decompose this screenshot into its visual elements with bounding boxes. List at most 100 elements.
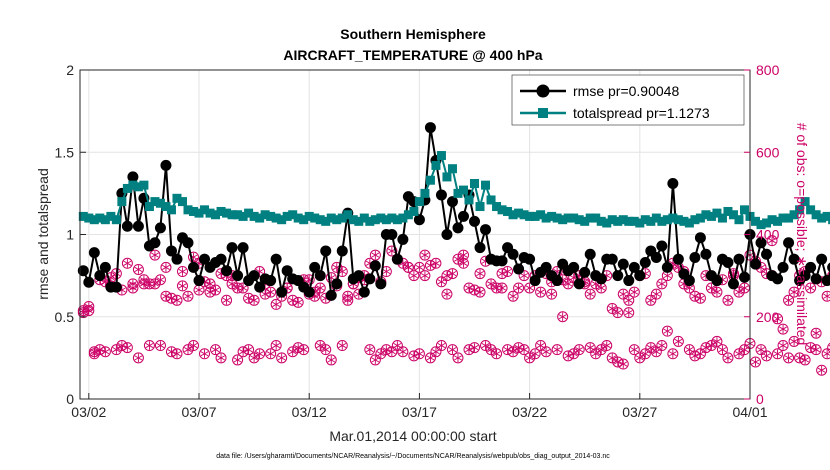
obs-assimilated-point bbox=[193, 284, 205, 296]
obs-assimilated-point bbox=[524, 352, 536, 364]
totalspread-point bbox=[431, 160, 441, 170]
totalspread-point bbox=[354, 216, 364, 226]
rmse-point bbox=[88, 247, 100, 259]
obs-possible-point bbox=[463, 282, 475, 294]
left-tick-label: 0 bbox=[66, 391, 74, 407]
totalspread-point bbox=[828, 215, 830, 225]
obs-assimilated-point bbox=[573, 344, 585, 356]
totalspread-point bbox=[629, 216, 639, 226]
obs-possible-point bbox=[738, 282, 750, 294]
totalspread-point bbox=[277, 215, 287, 225]
totalspread-point bbox=[260, 210, 270, 220]
rmse-point bbox=[595, 273, 607, 285]
obs-possible-point bbox=[694, 292, 706, 304]
obs-assimilated-point bbox=[480, 340, 492, 352]
rmse-point bbox=[276, 286, 288, 298]
x-tick-label: 03/12 bbox=[292, 404, 327, 420]
obs-assimilated-point bbox=[551, 344, 563, 356]
totalspread-point bbox=[646, 216, 656, 226]
totalspread-point bbox=[712, 208, 722, 218]
obs-assimilated-point bbox=[639, 348, 651, 360]
obs-assimilated-point bbox=[546, 288, 558, 300]
legend: rmse pr=0.90048 totalspread pr=1.1273 bbox=[511, 74, 745, 126]
chart-title: Southern Hemisphere bbox=[340, 26, 486, 42]
rmse-point bbox=[441, 229, 453, 240]
totalspread-point bbox=[315, 215, 325, 225]
totalspread-point bbox=[194, 208, 204, 218]
obs-possible-point bbox=[524, 282, 536, 294]
obs-assimilated-point bbox=[402, 261, 414, 273]
obs-assimilated-point bbox=[568, 348, 580, 360]
totalspread-point bbox=[150, 197, 160, 207]
y-axis-label-right: # of obs: o=possible; ∗=assimilated bbox=[794, 123, 810, 346]
rmse-point bbox=[314, 270, 326, 282]
obs-possible-point bbox=[722, 294, 734, 306]
totalspread-point bbox=[370, 215, 380, 225]
obs-possible-point bbox=[645, 294, 657, 306]
totalspread-point bbox=[244, 208, 254, 218]
legend-spread-marker bbox=[538, 108, 548, 118]
rmse-point bbox=[579, 266, 591, 278]
totalspread-point bbox=[420, 188, 430, 198]
totalspread-point bbox=[811, 210, 821, 220]
obs-assimilated-point bbox=[375, 348, 387, 360]
totalspread-point bbox=[288, 210, 298, 220]
obs-assimilated-point bbox=[237, 346, 249, 358]
totalspread-point bbox=[635, 218, 645, 228]
rmse-point bbox=[805, 261, 817, 273]
totalspread-point bbox=[458, 185, 468, 195]
totalspread-point bbox=[547, 211, 557, 221]
obs-assimilated-point bbox=[535, 340, 547, 352]
rmse-point bbox=[364, 273, 376, 285]
obs-possible-point bbox=[733, 286, 745, 298]
totalspread-point bbox=[607, 215, 617, 225]
rmse-point bbox=[733, 253, 745, 265]
totalspread-point bbox=[701, 210, 711, 220]
obs-possible-point bbox=[210, 284, 222, 296]
obs-assimilated-point bbox=[777, 340, 789, 352]
rmse-point bbox=[397, 233, 409, 245]
rmse-point bbox=[700, 248, 712, 260]
rmse-point bbox=[303, 286, 315, 298]
obs-possible-point bbox=[176, 266, 188, 278]
totalspread-point bbox=[343, 210, 353, 220]
obs-possible-point bbox=[496, 268, 508, 280]
obs-possible-point bbox=[650, 288, 662, 300]
obs-assimilated-point bbox=[738, 344, 750, 356]
totalspread-point bbox=[706, 211, 716, 221]
totalspread-point bbox=[552, 213, 562, 223]
rmse-point bbox=[827, 262, 830, 273]
totalspread-point bbox=[139, 180, 149, 190]
obs-possible-point bbox=[485, 278, 497, 290]
totalspread-point bbox=[624, 216, 634, 226]
rmse-point bbox=[777, 261, 789, 273]
obs-possible-point bbox=[612, 307, 624, 319]
obs-assimilated-point bbox=[711, 335, 723, 347]
totalspread-point bbox=[536, 210, 546, 220]
obs-assimilated-point bbox=[623, 307, 635, 319]
obs-assimilated-point bbox=[783, 352, 795, 364]
obs-assimilated-point bbox=[276, 352, 288, 364]
rmse-point bbox=[452, 222, 464, 234]
rmse-point bbox=[121, 220, 133, 232]
obs-assimilated-point bbox=[595, 344, 607, 356]
rmse-point bbox=[821, 275, 830, 287]
obs-assimilated-point bbox=[221, 294, 233, 306]
totalspread-point bbox=[183, 205, 193, 215]
rmse-point bbox=[799, 270, 811, 282]
obs-assimilated-point bbox=[369, 354, 381, 366]
totalspread-point bbox=[332, 215, 342, 225]
obs-assimilated-point bbox=[700, 342, 712, 354]
rmse-point bbox=[650, 252, 662, 264]
rmse-point bbox=[623, 275, 635, 287]
obs-possible-point bbox=[154, 274, 166, 286]
totalspread-point bbox=[486, 195, 496, 205]
rmse-point bbox=[617, 258, 629, 270]
rmse-point bbox=[761, 248, 773, 260]
obs-possible-point bbox=[821, 290, 830, 302]
totalspread-point bbox=[122, 183, 132, 193]
totalspread-point bbox=[596, 216, 606, 226]
totalspread-point bbox=[200, 205, 210, 215]
totalspread-point bbox=[806, 205, 816, 215]
totalspread-point bbox=[767, 215, 777, 225]
